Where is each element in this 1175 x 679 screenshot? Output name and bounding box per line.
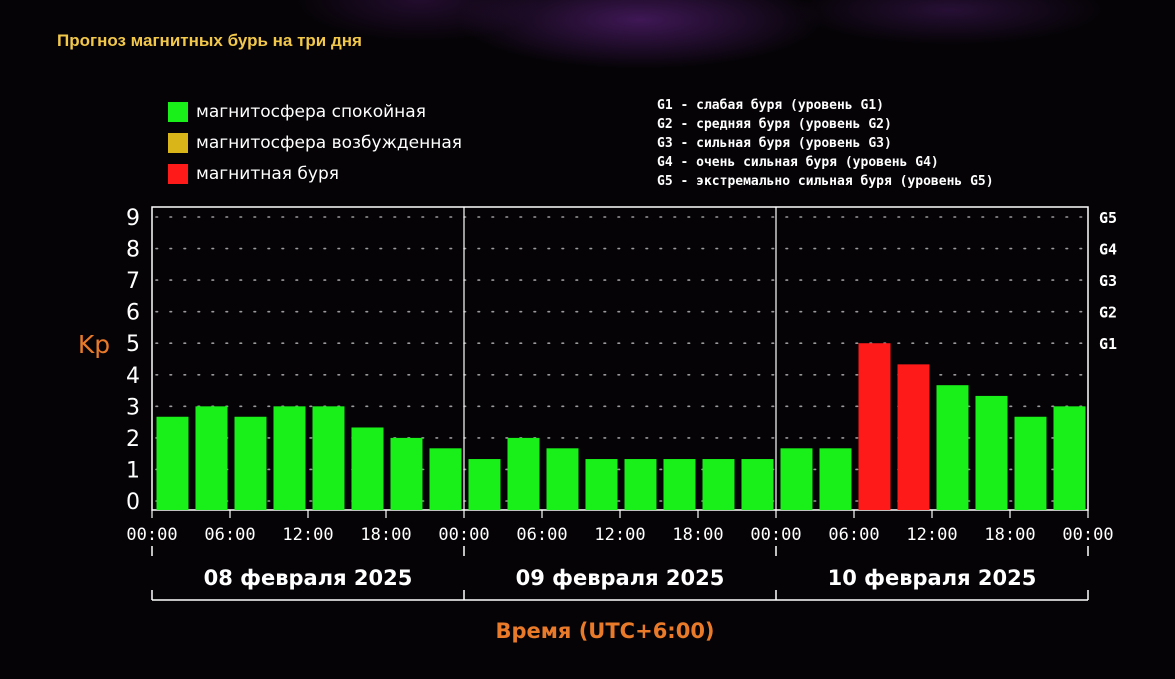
x-tick-label: 00:00 xyxy=(126,525,177,545)
g-level-label: G4 xyxy=(1099,241,1117,259)
kp-bar xyxy=(897,364,930,510)
x-tick-label: 06:00 xyxy=(828,525,879,545)
y-tick-label: 2 xyxy=(126,427,140,452)
legend-swatch-excited xyxy=(168,132,188,153)
y-tick-label: 0 xyxy=(126,490,140,515)
g-legend-line: G4 - очень сильная буря (уровень G4) xyxy=(657,155,939,170)
g-legend-line: G2 - средняя буря (уровень G2) xyxy=(657,117,892,132)
kp-bar xyxy=(507,437,540,510)
kp-bar xyxy=(858,343,891,510)
kp-bar xyxy=(156,416,189,510)
g-level-label: G5 xyxy=(1099,209,1117,227)
kp-bar xyxy=(819,448,852,510)
y-tick-label: 1 xyxy=(126,458,140,483)
kp-bar xyxy=(312,406,345,510)
kp-bar xyxy=(546,448,579,510)
kp-bar xyxy=(273,406,306,510)
legend-label-calm: магнитосфера спокойная xyxy=(196,101,426,122)
x-tick-label: 06:00 xyxy=(516,525,567,545)
x-tick-label: 18:00 xyxy=(984,525,1035,545)
kp-bar xyxy=(468,459,501,510)
legend-item-calm: магнитосфера спокойная xyxy=(168,96,462,127)
legend-label-storm: магнитная буря xyxy=(196,163,339,184)
x-tick-label: 18:00 xyxy=(672,525,723,545)
legend-label-excited: магнитосфера возбужденная xyxy=(196,132,462,153)
x-tick-label: 12:00 xyxy=(594,525,645,545)
g-legend-line: G5 - экстремально сильная буря (уровень … xyxy=(657,174,994,189)
y-tick-label: 9 xyxy=(126,206,140,231)
kp-bar xyxy=(624,459,657,510)
kp-bar xyxy=(390,437,423,510)
legend-swatch-calm xyxy=(168,101,188,122)
y-tick-label: 7 xyxy=(126,269,140,294)
y-axis-label: Kp xyxy=(78,330,110,359)
g-level-legend: G1 - слабая буря (уровень G1) G2 - средн… xyxy=(657,96,994,191)
g-level-label: G1 xyxy=(1099,335,1117,353)
day-label: 08 февраля 2025 xyxy=(204,566,413,590)
y-tick-label: 4 xyxy=(126,364,140,389)
day-label: 10 февраля 2025 xyxy=(828,566,1037,590)
g-level-label: G2 xyxy=(1099,304,1117,322)
kp-bar xyxy=(195,406,228,510)
kp-bar xyxy=(234,416,267,510)
kp-bar xyxy=(1014,416,1047,510)
day-label: 09 февраля 2025 xyxy=(516,566,725,590)
x-tick-label: 00:00 xyxy=(750,525,801,545)
kp-bar xyxy=(1053,406,1086,510)
kp-bar xyxy=(741,459,774,510)
x-tick-label: 12:00 xyxy=(282,525,333,545)
kp-bar xyxy=(975,395,1008,510)
x-tick-label: 06:00 xyxy=(204,525,255,545)
kp-bar xyxy=(702,459,735,510)
legend-item-excited: магнитосфера возбужденная xyxy=(168,127,462,158)
color-legend: магнитосфера спокойная магнитосфера возб… xyxy=(168,96,462,189)
legend-item-storm: магнитная буря xyxy=(168,158,462,189)
kp-bar xyxy=(585,459,618,510)
kp-bar xyxy=(429,448,462,510)
x-tick-label: 00:00 xyxy=(438,525,489,545)
kp-bar xyxy=(351,427,384,510)
x-axis-label: Время (UTC+6:00) xyxy=(495,619,714,643)
x-tick-label: 18:00 xyxy=(360,525,411,545)
page-title: Прогноз магнитных бурь на три дня xyxy=(57,31,362,50)
y-tick-label: 6 xyxy=(126,301,140,326)
g-legend-line: G1 - слабая буря (уровень G1) xyxy=(657,98,884,113)
y-tick-label: 3 xyxy=(126,395,140,420)
legend-swatch-storm xyxy=(168,163,188,184)
kp-bar xyxy=(780,448,813,510)
y-tick-label: 8 xyxy=(126,238,140,263)
x-tick-label: 00:00 xyxy=(1062,525,1113,545)
g-level-label: G3 xyxy=(1099,272,1117,290)
x-tick-label: 12:00 xyxy=(906,525,957,545)
y-tick-label: 5 xyxy=(126,332,140,357)
kp-bar xyxy=(663,459,696,510)
kp-bar xyxy=(936,385,969,510)
g-legend-line: G3 - сильная буря (уровень G3) xyxy=(657,136,892,151)
background-glow xyxy=(0,0,1175,120)
